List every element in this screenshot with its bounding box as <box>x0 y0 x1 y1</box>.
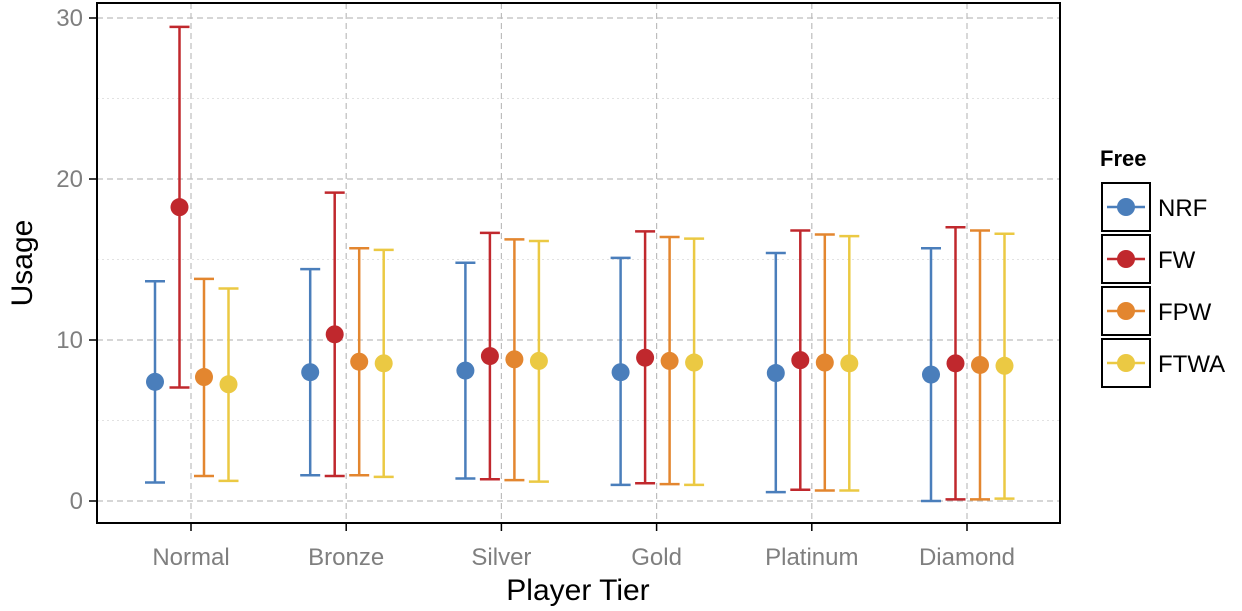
mean-point-fpw <box>660 351 679 370</box>
errorbar-ftwa <box>528 239 549 483</box>
legend-label: FTWA <box>1158 351 1225 378</box>
y-tick-label: 10 <box>56 327 83 354</box>
errorbar-ftwa <box>994 232 1015 500</box>
errorbar-nrf <box>765 251 786 494</box>
y-axis-title: Usage <box>6 220 39 307</box>
legend-item-fw: FW <box>1101 234 1196 284</box>
errorbar-fpw <box>504 238 525 482</box>
x-tick-label: Platinum <box>765 544 858 571</box>
plot-panel-border <box>96 2 1061 524</box>
mean-point-nrf <box>301 363 320 382</box>
errorbar-fw <box>790 229 811 491</box>
errorbar-nrf <box>300 267 321 477</box>
mean-point-nrf <box>766 364 785 383</box>
legend-item-ftwa: FTWA <box>1101 338 1225 388</box>
legend-key-point <box>1117 198 1135 216</box>
y-axis: 0 10 20 30 <box>56 5 97 515</box>
x-axis-title: Player Tier <box>506 574 649 607</box>
x-tick-label: Diamond <box>919 544 1015 571</box>
y-tick-label: 0 <box>70 488 83 515</box>
x-tick-label: Normal <box>152 544 229 571</box>
legend-key-point <box>1117 302 1135 320</box>
y-tick-label: 30 <box>56 5 83 32</box>
errorbar-ftwa <box>684 237 705 487</box>
x-tick-label: Gold <box>631 544 682 571</box>
mean-point-nrf <box>611 363 630 382</box>
legend-item-nrf: NRF <box>1101 182 1207 232</box>
mean-point-fpw <box>815 353 834 372</box>
mean-point-ftwa <box>995 356 1014 375</box>
mean-point-ftwa <box>374 354 393 373</box>
chart-marks <box>145 25 1015 503</box>
x-axis: Normal Bronze Silver Gold Platinum Diamond <box>152 523 1015 571</box>
errorbar-nrf <box>921 246 941 503</box>
errorbar-fw <box>635 230 656 485</box>
errorbar-ftwa <box>839 234 860 492</box>
errorbar-fpw <box>970 229 990 501</box>
errorbar-fw <box>479 231 500 481</box>
errorbar-fw <box>169 25 190 389</box>
legend-label: FPW <box>1158 299 1212 326</box>
errorbar-fpw <box>194 277 214 478</box>
mean-point-nrf <box>922 365 940 384</box>
mean-point-ftwa <box>219 375 238 394</box>
mean-point-fpw <box>971 355 989 374</box>
legend-key-point <box>1117 250 1135 268</box>
errorbar-nrf <box>610 256 631 487</box>
x-tick-label: Bronze <box>308 544 384 571</box>
mean-point-fw <box>480 347 499 366</box>
y-tick-label: 20 <box>56 166 83 193</box>
mean-point-fw <box>946 354 965 373</box>
errorbar-ftwa <box>373 248 394 479</box>
errorbar-fw <box>945 226 966 501</box>
mean-point-ftwa <box>840 354 859 373</box>
mean-point-fpw <box>350 352 369 371</box>
mean-point-nrf <box>146 372 164 391</box>
mean-point-fw <box>325 325 344 344</box>
errorbar-fw <box>324 191 345 478</box>
errorbar-ftwa <box>218 287 239 483</box>
mean-point-ftwa <box>685 353 704 372</box>
mean-point-fw <box>636 348 655 367</box>
legend: Free NRF FW FPW FTWA <box>1100 146 1225 388</box>
mean-point-ftwa <box>529 351 548 370</box>
mean-point-fpw <box>195 368 213 387</box>
errorbar-nrf <box>145 279 165 484</box>
legend-key-point <box>1117 354 1135 372</box>
errorbar-fpw <box>814 233 835 492</box>
errorbar-fpw <box>349 246 370 477</box>
mean-point-fpw <box>505 350 524 369</box>
legend-label: FW <box>1158 247 1196 274</box>
errorbar-nrf <box>455 261 476 480</box>
grid <box>97 3 1060 523</box>
mean-point-fw <box>791 351 810 370</box>
x-tick-label: Silver <box>471 544 531 571</box>
mean-point-fw <box>170 198 189 217</box>
errorbar-fpw <box>659 235 680 486</box>
legend-label: NRF <box>1158 195 1207 222</box>
legend-item-fpw: FPW <box>1101 286 1212 336</box>
legend-title: Free <box>1100 146 1146 171</box>
mean-point-nrf <box>456 361 475 380</box>
